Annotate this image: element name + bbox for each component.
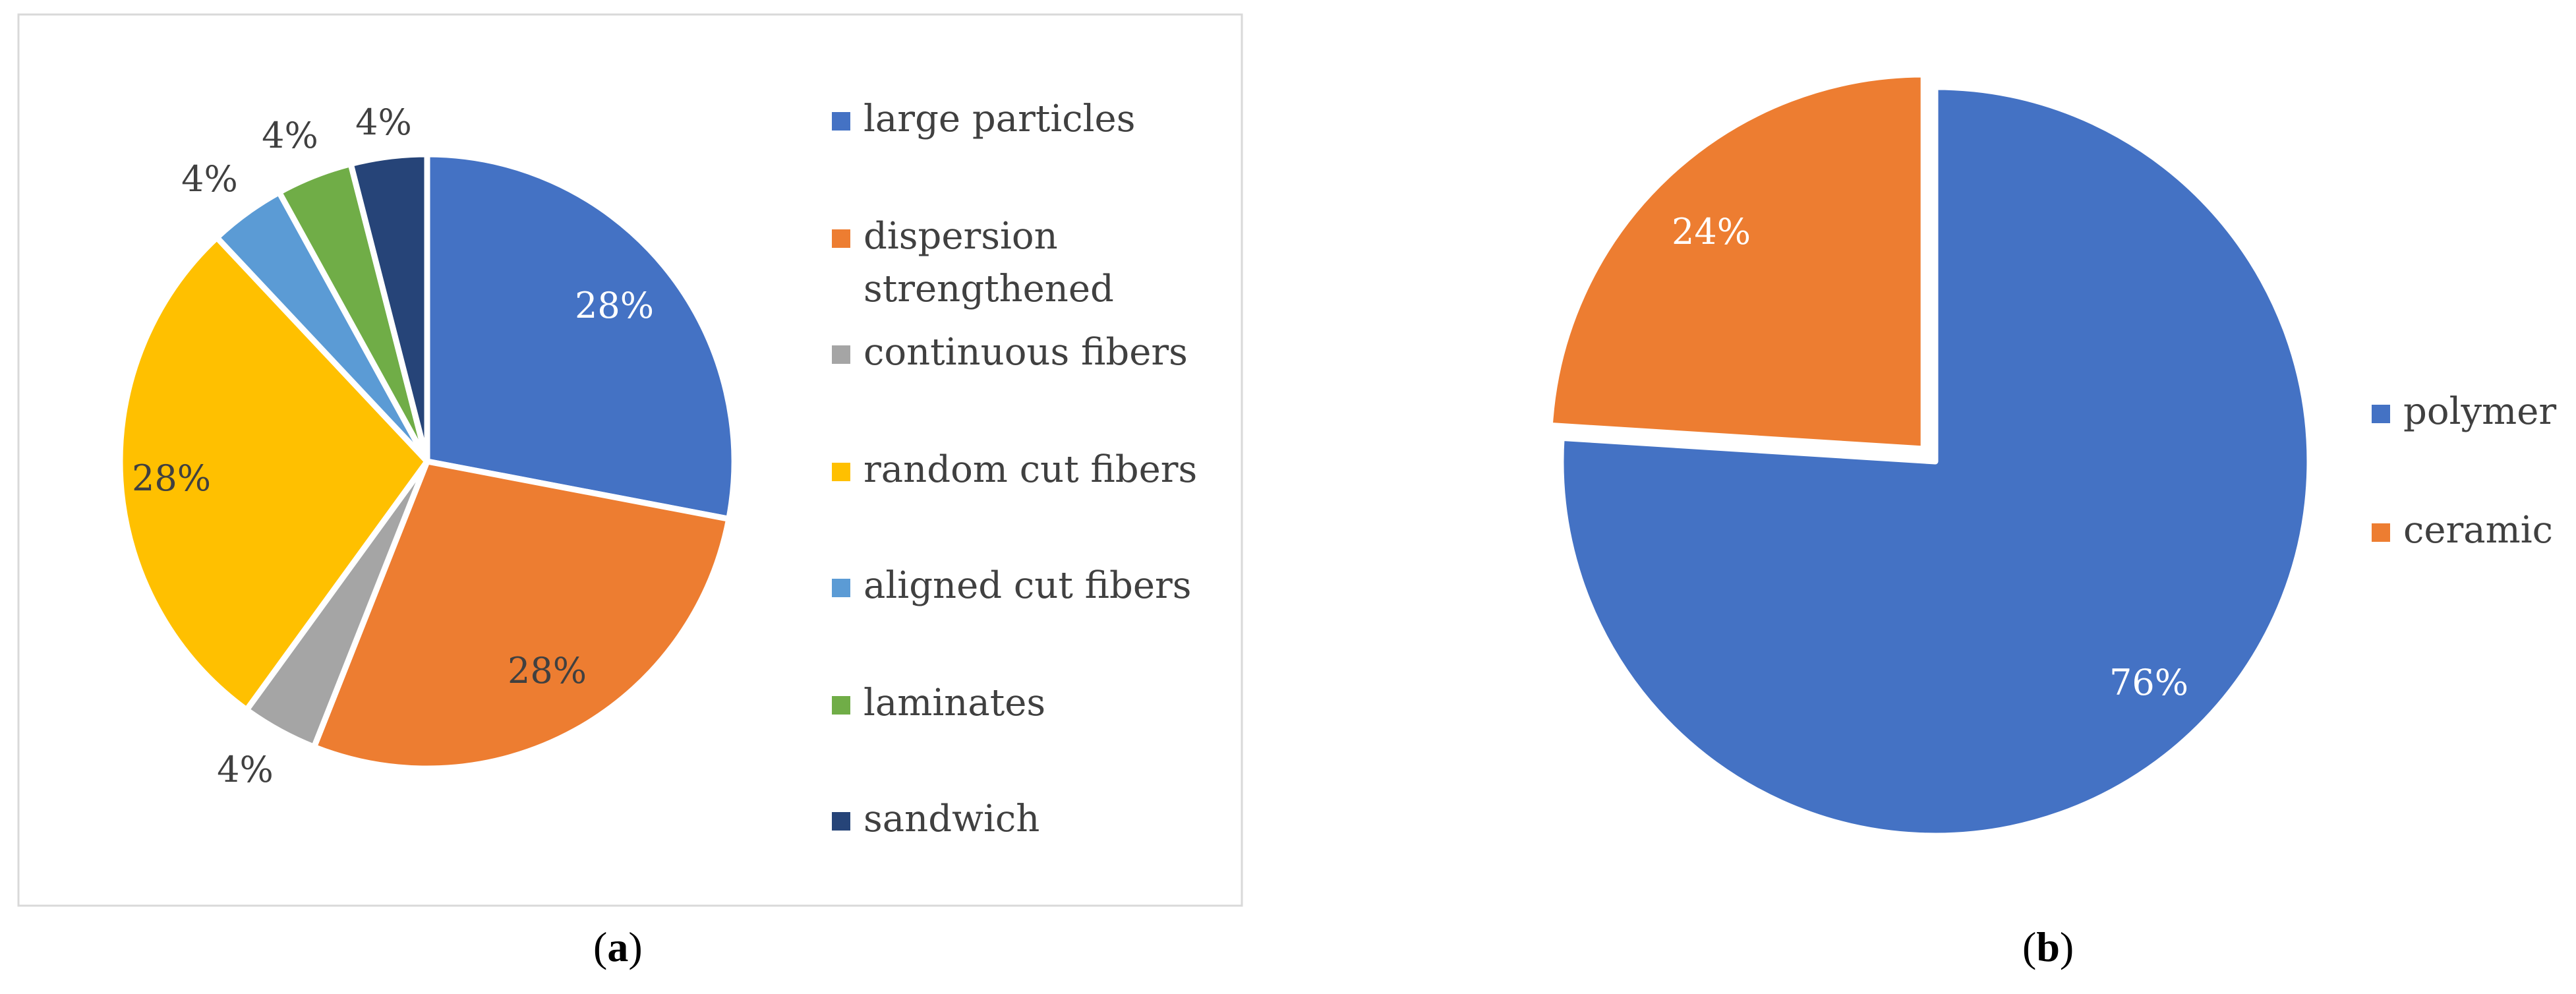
legend-label-dispersion-strengthened: dispersion strengthened (864, 215, 1114, 310)
slice-sandwich (347, 151, 430, 465)
slice-dispersion-strengthened (310, 458, 732, 772)
data-label-continuous-fibers: 4% (217, 749, 274, 790)
caption-b-letter: b (2036, 923, 2060, 970)
legend-swatch-random-cut-fibers (832, 463, 850, 481)
slice-polymer (1558, 84, 2313, 839)
data-label-laminates: 4% (262, 115, 318, 156)
legend-label-random-cut-fibers: random cut fibers (864, 448, 1197, 491)
chart-b-legend: polymer ceramic (2372, 390, 2556, 552)
legend-label-polymer: polymer (2403, 390, 2556, 433)
data-label-ceramic: 24% (1672, 211, 1751, 252)
slice-ceramic (1546, 71, 1927, 452)
legend-swatch-aligned-cut-fibers (832, 579, 850, 597)
legend-label-aligned-cut-fibers: aligned cut fibers (864, 564, 1192, 607)
legend-swatch-large-particles (832, 112, 850, 131)
legend-swatch-sandwich (832, 812, 850, 831)
data-label-dispersion-strengthened: 28% (508, 650, 587, 691)
data-label-random-cut-fibers: 28% (132, 457, 211, 499)
caption-a: (a) (593, 923, 643, 970)
caption-b: (b) (2022, 923, 2074, 970)
data-label-sandwich: 4% (355, 102, 412, 143)
legend-label-sandwich: sandwich (864, 798, 1039, 840)
slice-large-particles (424, 151, 738, 522)
data-label-aligned-cut-fibers: 4% (181, 158, 238, 200)
caption-a-letter: a (607, 923, 629, 970)
legend-swatch-continuous-fibers (832, 345, 850, 364)
legend-label-laminates: laminates (864, 682, 1045, 724)
chart-a-pie: 28% 28% 4% 28% 4% 4% 4% (117, 102, 738, 790)
legend-swatch-laminates (832, 696, 850, 715)
chart-a-legend: large particles dispersion strengthened con… (832, 98, 1197, 840)
data-label-large-particles: 28% (575, 285, 654, 326)
legend-swatch-ceramic (2372, 523, 2390, 542)
slice-random-cut-fibers (117, 234, 430, 713)
legend-swatch-polymer (2372, 405, 2390, 423)
legend-label-ceramic: ceramic (2403, 509, 2553, 552)
legend-label-large-particles: large particles (864, 98, 1135, 140)
chart-b-pie: 76% 24% (1546, 71, 2313, 839)
legend-swatch-dispersion-strengthened (832, 229, 850, 248)
legend-label-continuous-fibers: continuous fibers (864, 331, 1188, 374)
data-label-polymer: 76% (2109, 662, 2188, 703)
